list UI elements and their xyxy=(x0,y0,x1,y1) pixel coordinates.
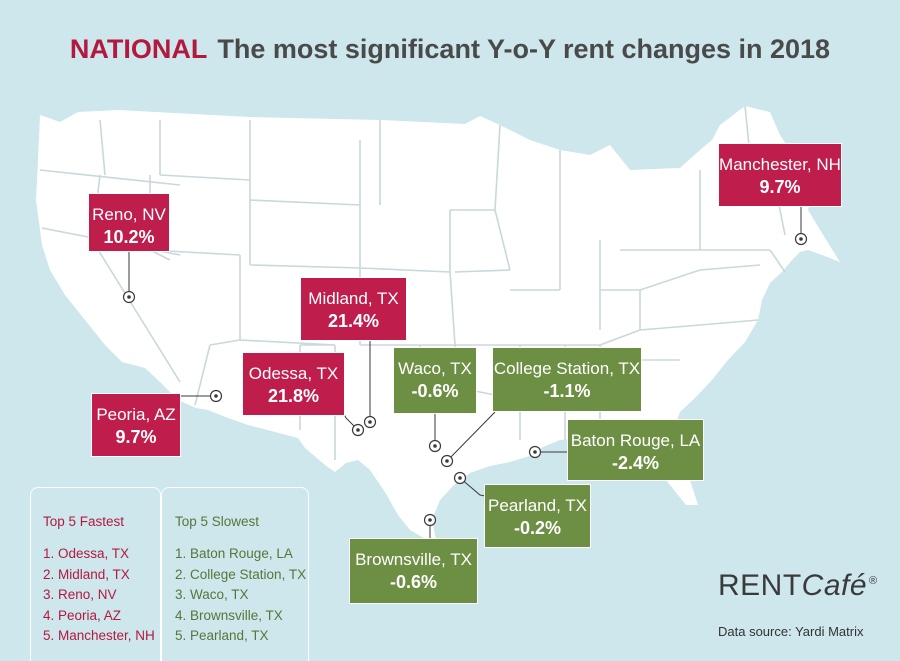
legend-fastest-list: 1. Odessa, TX 2. Midland, TX 3. Reno, NV… xyxy=(43,544,160,647)
callout-odessa: Odessa, TX 21.8% xyxy=(242,352,345,416)
callout-value: -2.4% xyxy=(611,453,660,473)
callout-city: College Station, TX xyxy=(493,359,641,378)
legend-item: 5. Pearland, TX xyxy=(175,628,269,643)
legend-item: 1. Baton Rouge, LA xyxy=(175,546,293,561)
brownsville-marker xyxy=(423,513,437,527)
callout-waco: Waco, TX -0.6% xyxy=(393,347,477,414)
manchester-marker xyxy=(794,232,808,246)
title-highlight: NATIONAL xyxy=(69,34,208,64)
pearland-marker xyxy=(453,471,467,485)
college-station-connector xyxy=(446,411,496,462)
callout-city: Manchester, NH xyxy=(719,155,841,174)
page-title: NATIONAL The most significant Y-o-Y rent … xyxy=(0,34,900,65)
legend-item: 2. College Station, TX xyxy=(175,566,307,582)
legend-item: 1. Odessa, TX xyxy=(43,546,130,561)
callout-city: Odessa, TX xyxy=(248,364,339,383)
title-text: The most significant Y-o-Y rent changes … xyxy=(217,34,831,64)
legend-item: 4. Brownsville, TX xyxy=(175,607,283,623)
callout-city: Midland, TX xyxy=(308,289,399,308)
callout-reno: Reno, NV 10.2% xyxy=(88,193,170,252)
peoria-marker xyxy=(209,389,223,403)
baton-rouge-marker xyxy=(528,445,542,459)
callout-value: 21.4% xyxy=(327,311,380,331)
pearland-connector xyxy=(459,477,486,497)
college-station-marker xyxy=(440,454,454,468)
logo-text-italic: Café xyxy=(801,569,868,602)
callout-manchester: Manchester, NH 9.7% xyxy=(718,143,842,207)
registered-mark: ® xyxy=(869,575,878,587)
callout-midland: Midland, TX 21.4% xyxy=(300,277,407,341)
callout-city: Peoria, AZ xyxy=(96,405,176,424)
odessa-marker xyxy=(351,423,365,437)
callout-value: -0.6% xyxy=(389,572,438,592)
rentcafe-logo: RENTCafé ® xyxy=(718,569,878,603)
legend-item: 5. Manchester, NH xyxy=(43,628,155,643)
callout-brownsville: Brownsville, TX -0.6% xyxy=(349,538,478,604)
callout-pearland: Pearland, TX -0.2% xyxy=(484,484,591,548)
logo-text: RENT xyxy=(718,569,802,602)
legend-fastest: Top 5 Fastest 1. Odessa, TX 2. Midland, … xyxy=(30,487,161,661)
callout-college-station: College Station, TX -1.1% xyxy=(492,347,642,412)
legend-item: 3. Reno, NV xyxy=(43,587,117,602)
legend-slowest-title: Top 5 Slowest xyxy=(175,514,260,529)
city-markers xyxy=(122,232,808,527)
legend-item: 4. Peoria, AZ xyxy=(43,607,122,623)
data-source: Data source: Yardi Matrix xyxy=(718,624,864,639)
legend-fastest-title: Top 5 Fastest xyxy=(43,514,125,529)
callout-value: -1.1% xyxy=(543,381,591,401)
callout-value: 9.7% xyxy=(759,177,801,197)
waco-marker xyxy=(428,439,442,453)
legend-slowest-list: 1. Baton Rouge, LA 2. College Station, T… xyxy=(175,544,308,647)
callout-value: 21.8% xyxy=(267,386,320,406)
callout-baton-rouge: Baton Rouge, LA -2.4% xyxy=(567,419,704,481)
callout-value: 9.7% xyxy=(115,427,157,447)
callout-city: Waco, TX xyxy=(398,359,472,378)
callout-city: Pearland, TX xyxy=(488,496,587,515)
callout-value: -0.6% xyxy=(411,381,459,401)
midland-marker xyxy=(363,415,377,429)
callout-city: Reno, NV xyxy=(92,205,166,224)
legend-item: 3. Waco, TX xyxy=(175,587,249,602)
callout-city: Brownsville, TX xyxy=(355,550,472,569)
callout-peoria: Peoria, AZ 9.7% xyxy=(91,393,181,457)
callout-value: 10.2% xyxy=(103,227,155,247)
callout-value: -0.2% xyxy=(513,518,562,538)
legend-slowest: Top 5 Slowest 1. Baton Rouge, LA 2. Coll… xyxy=(161,487,309,661)
callout-city: Baton Rouge, LA xyxy=(570,431,701,450)
reno-marker xyxy=(122,290,136,304)
legend-item: 2. Midland, TX xyxy=(43,566,130,582)
